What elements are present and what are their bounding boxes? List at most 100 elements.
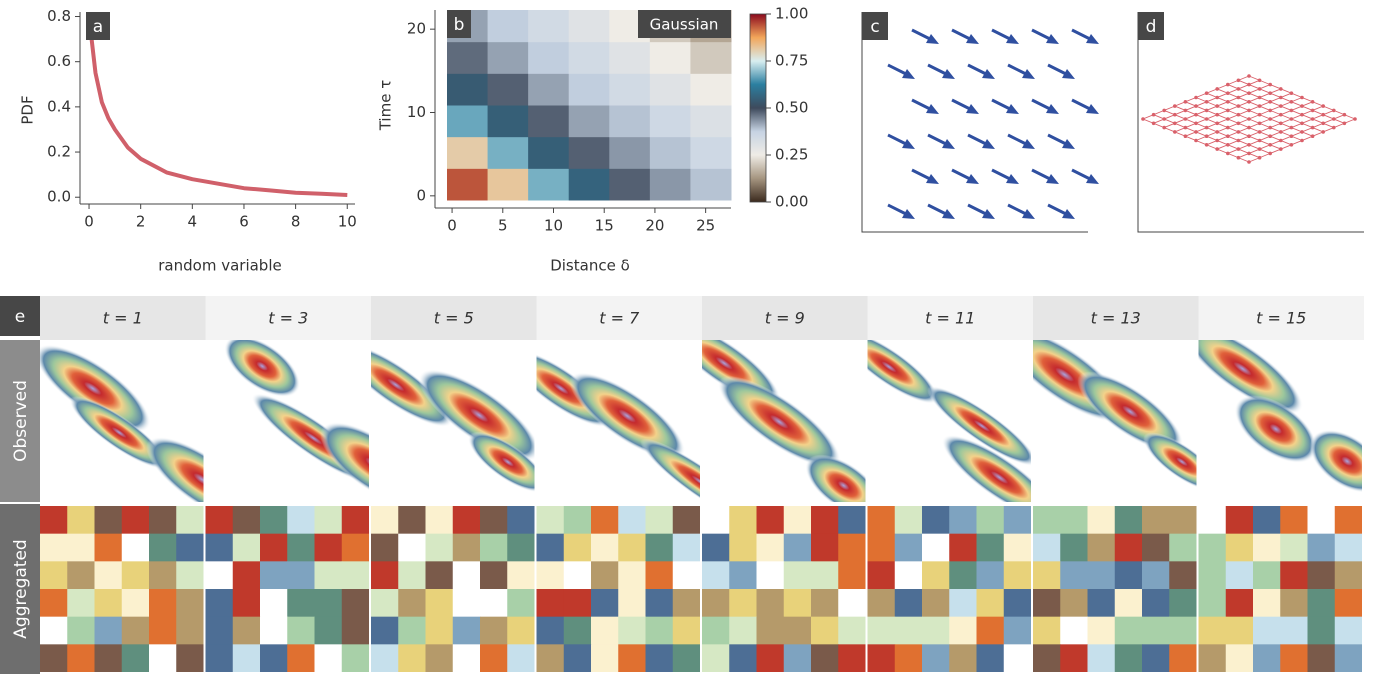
observed-blob [40,344,151,433]
aggregated-cell [894,533,923,562]
mesh-node [1215,95,1219,100]
aggregated-cell [314,561,343,590]
aggregated-cell [949,644,977,672]
mesh-node [1321,104,1325,108]
observed-blob [146,436,204,502]
aggregated-cell [1280,589,1308,618]
mesh-node [1300,95,1304,100]
aggregated-cell [480,616,508,645]
aggregated-cell [1003,644,1031,672]
column-header-bg [205,296,371,340]
aggregated-cell [398,644,426,672]
mesh-node [1194,138,1198,143]
aggregated-cell [232,616,261,645]
aggregated-cell [398,506,426,535]
aggregated-cell [1334,561,1362,590]
mesh-node [1226,91,1230,95]
x-tick-label: 6 [239,213,249,231]
aggregated-cell [341,589,369,618]
aggregated-cell [1253,506,1281,535]
colorbar-tick-label: 0.75 [775,52,808,70]
aggregated-cell [176,506,204,535]
arrow-shaft [911,98,931,111]
mesh-node [1236,147,1241,151]
aggregated-cell [1253,589,1281,618]
heat-cell [487,10,529,43]
aggregated-image [702,506,866,672]
observed-blob [1234,395,1318,463]
aggregated-cell [867,644,896,672]
aggregated-cell [480,644,508,672]
column-header: t = 1 [103,309,143,328]
heat-cell [568,10,610,43]
aggregated-cell [894,506,923,535]
mesh-node [1247,74,1251,78]
aggregated-cell [507,589,535,618]
aggregated-cell [67,561,95,590]
heat-cell [528,41,570,74]
x-tick-label: 5 [498,217,508,235]
aggregated-cell [783,644,812,672]
aggregated-cell [1225,644,1254,672]
mesh-node [1332,108,1336,113]
arrow-head [1062,209,1075,219]
mesh-node [1236,95,1241,100]
heat-cell [528,136,570,169]
aggregated-cell [1114,589,1143,618]
aggregated-cell [1225,561,1254,590]
mesh-node [1236,78,1241,83]
arrow-head [1022,139,1035,149]
arrow-head [942,69,955,79]
aggregated-cell [67,589,95,618]
aggregated-cell [480,533,508,562]
aggregated-cell [67,644,95,672]
mesh-node [1321,121,1325,126]
aggregated-cell [1225,589,1254,618]
mesh-node [1194,104,1198,108]
aggregated-cell [1033,616,1061,645]
aggregated-cell [949,589,977,618]
aggregated-cell [672,616,700,645]
aggregated-cell [1114,506,1143,535]
arrow-head [902,139,915,149]
aggregated-cell [40,616,68,645]
aggregated-cell [618,533,646,562]
aggregated-cell [287,616,315,645]
heat-cell [487,105,529,138]
aggregated-cell [645,561,674,590]
aggregated-cell [1198,616,1227,645]
column-header: t = 5 [434,309,474,328]
mesh-node [1204,108,1209,113]
aggregated-cell [922,589,950,618]
heat-cell [487,41,529,74]
aggregated-cell [618,589,646,618]
aggregated-cell [480,589,508,618]
x-axis-label: random variable [158,257,281,275]
aggregated-cell [867,589,896,618]
annotation-box [638,10,731,38]
arrow-head [1006,104,1019,114]
mesh-node [1289,91,1294,95]
arrow-head [926,174,939,184]
aggregated-cell [314,616,343,645]
aggregated-cell [838,561,866,590]
arrow-shaft [951,98,971,111]
aggregated-image [205,506,369,672]
aggregated-cell [894,589,923,618]
aggregated-cell [645,506,674,535]
arrow-head [982,139,995,149]
y-tick-label: 10 [407,103,426,121]
aggregated-cell [591,616,619,645]
aggregated-cell [149,589,177,618]
aggregated-cell [1087,616,1116,645]
arrow-head [966,34,979,44]
aggregated-cell [618,506,646,535]
mesh-node [1236,87,1241,91]
mesh-node [1257,138,1262,143]
aggregated-cell [1334,533,1362,562]
mesh-node [1289,100,1294,104]
aggregated-cell [1060,561,1088,590]
aggregated-cell [867,561,896,590]
observed-image [867,340,1031,502]
aggregated-cell [121,644,150,672]
